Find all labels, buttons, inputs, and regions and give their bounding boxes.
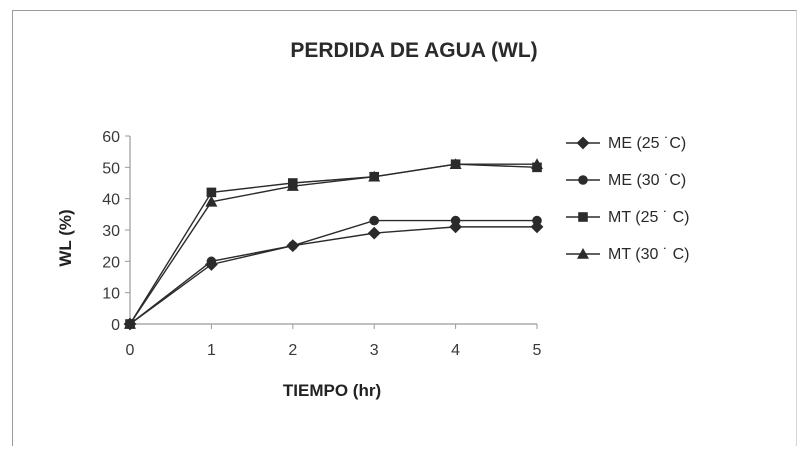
y-tick-label: 40 [102,192,120,209]
series-2-point [532,215,542,226]
series-layer [123,158,544,331]
legend-label-2: ME (30 ˙C) [608,172,686,189]
series-2-point [288,240,298,251]
series-line-3 [129,163,538,325]
y-tick-label: 0 [111,317,120,334]
y-tick-label: 10 [102,286,120,303]
x-tick-label: 5 [533,342,542,359]
x-tick-label: 2 [288,342,297,359]
x-axis-label: TIEMPO (hr) [283,381,381,400]
series-4-point [368,170,381,182]
axes: 0 10 20 30 40 50 60 0 1 2 3 4 5 [102,129,541,359]
legend-label-3: MT (25 ˙ C) [608,209,689,226]
series-4-point [124,318,136,329]
series-1-point [367,226,381,240]
series-line-4 [129,163,537,325]
y-tick-label: 20 [102,254,120,271]
series-4-point [286,180,299,191]
series-1-point [530,220,544,234]
legend-label-4: MT (30 ˙ C) [608,246,689,263]
series-line-2 [129,219,537,325]
x-tick-label: 0 [126,342,135,359]
series-2-point [450,215,461,226]
y-tick-label: 50 [102,160,120,177]
legend: ME (25 ˙C) ME (30 ˙C) MT (25 ˙ C) MT (30 ˙ … [566,135,689,263]
y-axis-label: WL (%) [56,209,75,266]
series-4-point [205,195,218,207]
y-tick-label: 60 [102,129,120,146]
legend-marker-4 [577,248,589,259]
series-2-point [369,215,380,226]
series-3-point [206,187,217,198]
legend-marker-2 [578,175,588,185]
series-line-1 [129,226,537,325]
chart-frame [12,10,797,446]
legend-marker-1 [576,136,590,150]
chart-title: PERDIDA DE AGUA (WL) [290,39,537,62]
x-tick-label: 1 [207,342,216,359]
x-tick-label: 3 [370,342,379,359]
series-4-point [531,158,543,169]
series-4-point [449,158,462,169]
legend-label-1: ME (25 ˙C) [608,135,686,152]
series-2-point [206,256,217,267]
y-tick-label: 30 [102,223,120,240]
legend-marker-3 [578,212,588,222]
x-tick-label: 4 [451,342,460,359]
